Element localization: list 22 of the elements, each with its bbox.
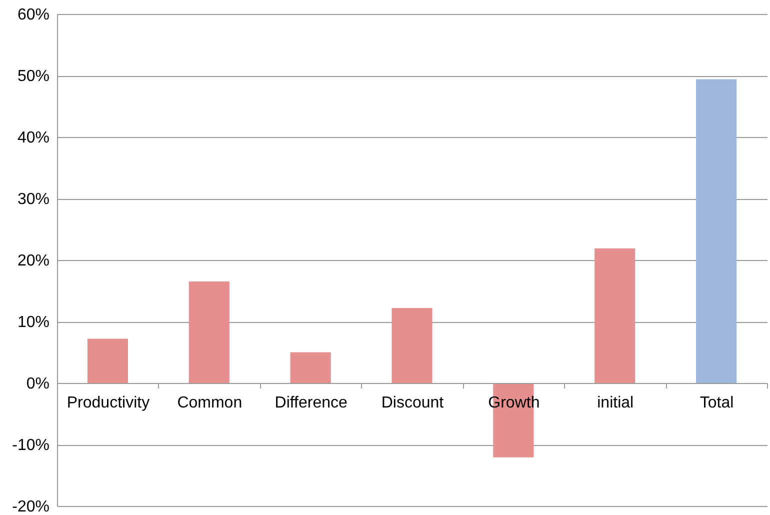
bar: [696, 79, 737, 383]
y-tick-label: 20%: [17, 252, 50, 270]
y-tick-label: 40%: [17, 130, 50, 146]
x-tick-label: Difference: [274, 394, 348, 412]
y-tick-label: 60%: [17, 6, 50, 24]
bar: [290, 352, 331, 383]
bar: [87, 338, 128, 383]
x-tick-label: Common: [177, 394, 242, 412]
y-tick-label: 10%: [17, 314, 50, 331]
y-tick-label: -10%: [12, 437, 50, 454]
y-tick-label: 0%: [26, 376, 50, 392]
bar: [392, 308, 432, 383]
x-tick-label: Discount: [381, 394, 444, 412]
x-tick-label: Total: [700, 394, 734, 412]
bar: [594, 248, 636, 383]
bar: [188, 282, 230, 383]
x-tick-label: Productivity: [66, 394, 150, 412]
y-tick-label: 50%: [17, 68, 50, 85]
x-tick-label: Growth: [488, 394, 540, 412]
x-tick-label: initial: [597, 394, 634, 412]
y-tick-label: 30%: [17, 191, 50, 208]
y-tick-label: -20%: [12, 498, 50, 515]
